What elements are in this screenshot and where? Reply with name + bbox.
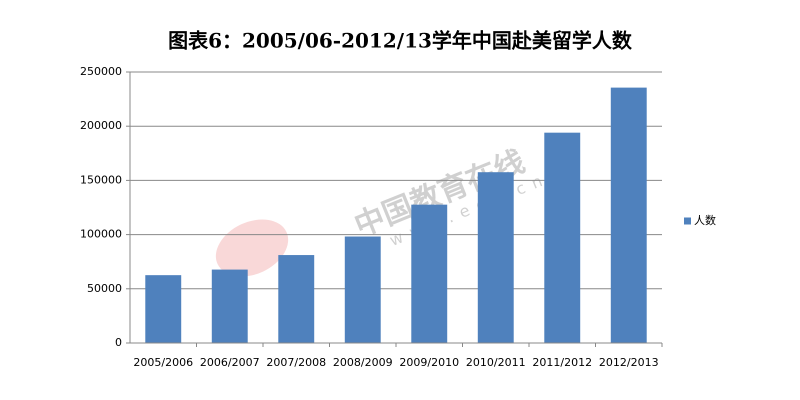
watermark-logo [215,219,289,277]
bar [344,236,381,343]
x-tick-label: 2010/2011 [466,356,526,369]
bar [411,204,448,343]
x-tick-label: 2012/2013 [599,356,659,369]
legend-swatch [684,217,691,225]
x-tick-label: 2005/2006 [133,356,193,369]
x-tick-label: 2006/2007 [200,356,260,369]
bar [278,255,315,343]
bar [477,172,514,343]
y-tick-label: 0 [115,336,122,349]
x-tick-label: 2007/2008 [266,356,326,369]
x-tick-label: 2011/2012 [532,356,592,369]
legend-label: 人数 [694,214,716,227]
chart-title: 图表6：2005/06-2012/13学年中国赴美留学人数 [168,29,633,53]
y-tick-label: 250000 [80,65,122,78]
bar [544,132,581,343]
y-tick-label: 50000 [87,282,122,295]
y-tick-label: 150000 [80,173,122,186]
bar [610,87,647,343]
x-tick-label: 2009/2010 [399,356,459,369]
y-tick-label: 100000 [80,228,122,241]
bar [211,269,248,343]
x-tick-label: 2008/2009 [333,356,393,369]
y-tick-label: 200000 [80,119,122,132]
bar [145,275,182,343]
